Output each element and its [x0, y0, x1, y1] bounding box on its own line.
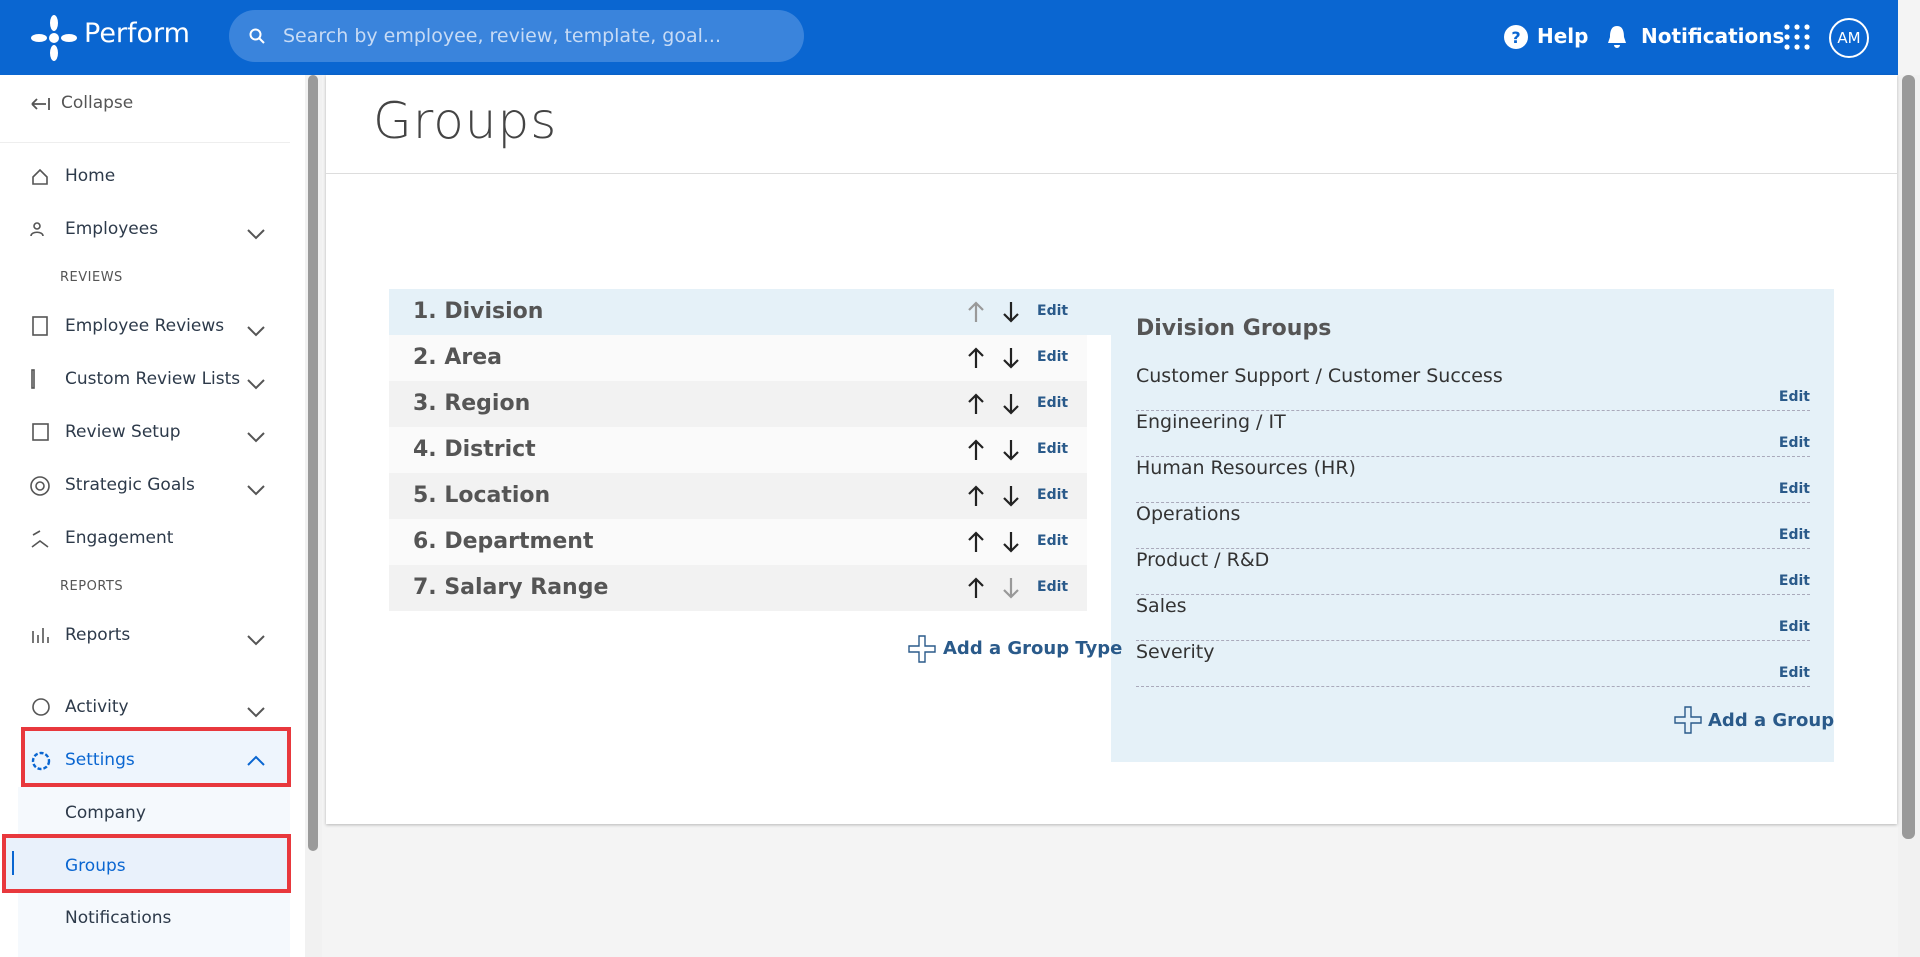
collapse[interactable]: Collapse — [61, 93, 134, 113]
edit-link[interactable]: Edit — [1778, 527, 1810, 543]
group-name[interactable]: Customer Support / Customer Success — [1136, 365, 1503, 387]
notifications-link[interactable]: Notifications — [1641, 24, 1785, 48]
scrollbar-thumb[interactable] — [1902, 75, 1915, 839]
logo-icon — [31, 15, 77, 61]
move-down[interactable] — [1002, 484, 1020, 508]
nav-employee-reviews[interactable]: Employee Reviews — [65, 316, 225, 336]
edit-link[interactable]: Edit — [1037, 441, 1069, 457]
nav-custom-review-lists[interactable]: Custom Review Lists — [65, 369, 241, 389]
edit-link[interactable]: Edit — [1778, 389, 1810, 405]
move-down[interactable] — [1002, 438, 1020, 462]
nav-settings[interactable]: Settings — [65, 750, 135, 770]
move-down[interactable] — [1002, 346, 1020, 370]
add-group-type[interactable]: Add a Group Type — [943, 638, 1123, 659]
help-link[interactable]: Help — [1537, 24, 1589, 48]
scrollbar-thumb[interactable] — [308, 75, 318, 851]
add-group[interactable]: Add a Group — [1708, 710, 1835, 731]
sidebar: Collapse Home Employees REVIEWS Employee… — [0, 75, 305, 957]
move-up[interactable] — [967, 392, 985, 416]
divider — [326, 173, 1897, 174]
group-name[interactable]: Human Resources (HR) — [1136, 457, 1356, 479]
group-name[interactable]: Severity — [1136, 641, 1215, 663]
highlight-box — [21, 727, 291, 787]
nav-activity[interactable]: Activity — [65, 697, 129, 717]
group-item: Product / R&D Edit — [1136, 549, 1810, 595]
move-up[interactable] — [967, 484, 985, 508]
group-name[interactable]: Engineering / IT — [1136, 411, 1286, 433]
apps-icon[interactable] — [1784, 24, 1810, 50]
nav-company[interactable]: Company — [65, 803, 146, 823]
nav-home[interactable]: Home — [65, 166, 116, 186]
plus-icon[interactable] — [908, 635, 938, 665]
move-up[interactable] — [967, 438, 985, 462]
move-up[interactable] — [967, 576, 985, 600]
group-type-row[interactable]: 1. Division — [389, 289, 1111, 335]
avatar[interactable]: AM — [1829, 18, 1869, 58]
group-type-row[interactable]: 7. Salary Range — [389, 565, 1087, 611]
highlight-box — [2, 834, 291, 893]
edit-link[interactable]: Edit — [1778, 619, 1810, 635]
move-down[interactable] — [1002, 530, 1020, 554]
group-type-row[interactable]: 4. District — [389, 427, 1087, 473]
group-name[interactable]: Sales — [1136, 595, 1187, 617]
group-type-row[interactable]: 5. Location — [389, 473, 1087, 519]
plus-icon[interactable] — [1674, 706, 1704, 736]
nav-notifications[interactable]: Notifications — [65, 908, 172, 928]
edit-link[interactable]: Edit — [1037, 533, 1069, 549]
group-item: Human Resources (HR) Edit — [1136, 457, 1810, 503]
edit-link[interactable]: Edit — [1778, 573, 1810, 589]
sidebar-icons — [30, 229, 265, 771]
help-icon[interactable]: ? — [1503, 24, 1529, 50]
top-bar: Perform Search by employee, review, temp… — [0, 0, 1898, 75]
nav-strategic-goals[interactable]: Strategic Goals — [65, 475, 195, 495]
edit-link[interactable]: Edit — [1037, 487, 1069, 503]
edit-link[interactable]: Edit — [1778, 435, 1810, 451]
nav-reports[interactable]: Reports — [65, 625, 131, 645]
edit-link[interactable]: Edit — [1037, 395, 1069, 411]
move-down[interactable] — [1002, 392, 1020, 416]
nav-review-setup[interactable]: Review Setup — [65, 422, 181, 442]
group-item: Sales Edit — [1136, 595, 1810, 641]
section-heading: REVIEWS — [60, 270, 123, 285]
edit-link[interactable]: Edit — [1037, 349, 1069, 365]
nav-engagement[interactable]: Engagement — [65, 528, 174, 548]
move-down[interactable] — [1002, 300, 1020, 324]
move-down[interactable] — [1002, 576, 1020, 600]
page-title: Groups — [373, 92, 558, 150]
group-name[interactable]: Product / R&D — [1136, 549, 1270, 571]
logo-text[interactable]: Perform — [84, 18, 190, 49]
edit-link[interactable]: Edit — [1037, 579, 1069, 595]
svg-text:?: ? — [1511, 28, 1520, 47]
group-item: Operations Edit — [1136, 503, 1810, 549]
employees-icon — [30, 222, 44, 237]
nav-employees[interactable]: Employees — [65, 219, 159, 239]
search-placeholder: Search by employee, review, template, go… — [283, 25, 722, 47]
group-type-row[interactable]: 6. Department — [389, 519, 1087, 565]
group-type-row[interactable]: 2. Area — [389, 335, 1087, 381]
search-box[interactable]: Search by employee, review, template, go… — [229, 10, 804, 62]
nav-groups[interactable]: Groups — [65, 856, 126, 876]
panel-title: Division Groups — [1136, 316, 1332, 341]
group-type-row[interactable]: 3. Region — [389, 381, 1087, 427]
edit-link[interactable]: Edit — [1037, 303, 1069, 319]
collapse-icon — [31, 98, 50, 110]
home-icon — [32, 168, 48, 185]
bell-icon[interactable] — [1606, 24, 1628, 50]
edit-link[interactable]: Edit — [1778, 481, 1810, 497]
groups-panel — [1111, 289, 1834, 762]
move-up[interactable] — [967, 300, 985, 324]
group-item: Severity Edit — [1136, 641, 1810, 687]
move-up[interactable] — [967, 346, 985, 370]
move-up[interactable] — [967, 530, 985, 554]
group-item: Engineering / IT Edit — [1136, 411, 1810, 457]
section-heading: REPORTS — [60, 579, 124, 594]
group-item: Customer Support / Customer Success Edit — [1136, 365, 1810, 411]
group-name[interactable]: Operations — [1136, 503, 1241, 525]
edit-link[interactable]: Edit — [1778, 665, 1810, 681]
